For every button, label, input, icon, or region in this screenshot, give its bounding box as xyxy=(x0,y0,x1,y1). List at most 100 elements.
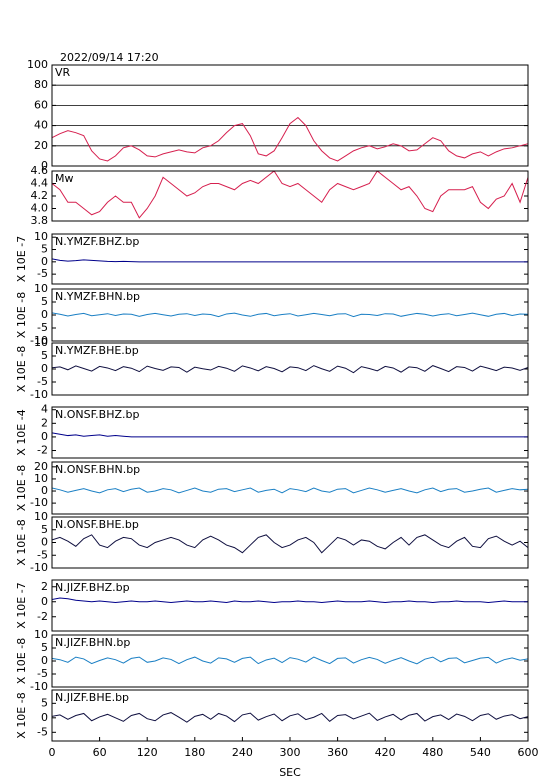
x-tick-label: 300 xyxy=(280,746,301,759)
panel-frame xyxy=(51,461,529,515)
x-tick-label: 240 xyxy=(232,746,253,759)
y-tick-label: 10 xyxy=(34,628,48,641)
y-tick-label: 10 xyxy=(34,510,48,523)
y-tick-label: -10 xyxy=(30,496,48,509)
panel-label: N.YMZF.BHE.bp xyxy=(55,344,139,357)
panel-frame xyxy=(51,406,529,459)
y-tick-label: -2 xyxy=(37,610,48,623)
y-tick-label: 5 xyxy=(41,349,48,362)
y-tick-label: 0 xyxy=(41,711,48,724)
y-tick-label: -5 xyxy=(37,548,48,561)
y-tick-label: 40 xyxy=(34,119,48,132)
panel-label: N.ONSF.BHZ.bp xyxy=(55,408,139,421)
trace xyxy=(52,116,528,162)
y-axis-label: X 10E -8 xyxy=(15,465,28,511)
y-tick-label: 0 xyxy=(41,654,48,667)
panel-frame xyxy=(51,634,529,688)
y-tick-label: 20 xyxy=(34,139,48,152)
y-tick-label: 2 xyxy=(41,580,48,593)
y-tick-label: 5 xyxy=(41,696,48,709)
panel-frame xyxy=(51,64,529,167)
y-tick-label: -5 xyxy=(37,667,48,680)
trace xyxy=(52,487,528,494)
y-tick-label: -10 xyxy=(30,334,48,347)
x-tick-label: 540 xyxy=(470,746,491,759)
x-tick-label: 420 xyxy=(375,746,396,759)
x-tick-label: 360 xyxy=(327,746,348,759)
panel-label: N.YMZF.BHZ.bp xyxy=(55,235,139,248)
x-tick-label: 180 xyxy=(184,746,205,759)
y-tick-label: 5 xyxy=(41,295,48,308)
y-tick-label: -10 xyxy=(30,561,48,574)
y-tick-label: 4.2 xyxy=(31,189,49,202)
y-tick-label: 80 xyxy=(34,78,48,91)
panel-label: Mw xyxy=(55,172,74,185)
y-tick-label: -5 xyxy=(37,725,48,738)
trace xyxy=(52,712,528,723)
y-axis-label: X 10E -7 xyxy=(15,582,28,628)
y-tick-label: 20 xyxy=(34,460,48,473)
panel-label: N.JIZF.BHN.bp xyxy=(55,636,130,649)
panel-frame xyxy=(51,288,529,342)
y-tick-label: -5 xyxy=(37,321,48,334)
y-tick-label: 3.8 xyxy=(31,214,49,227)
x-tick-label: 0 xyxy=(49,746,56,759)
y-tick-label: 2 xyxy=(41,416,48,429)
y-tick-label: 0 xyxy=(41,536,48,549)
chart-title: 2022/09/14 17:20 xyxy=(60,51,159,64)
y-tick-label: -10 xyxy=(30,680,48,693)
y-tick-label: 10 xyxy=(34,336,48,349)
y-tick-label: 5 xyxy=(41,641,48,654)
trace xyxy=(52,656,528,665)
y-tick-label: 4.0 xyxy=(31,202,49,215)
y-tick-label: 4.6 xyxy=(31,164,49,177)
trace xyxy=(52,312,528,318)
y-tick-label: -2 xyxy=(37,444,48,457)
panel-label: N.JIZF.BHE.bp xyxy=(55,691,129,704)
panel-frame xyxy=(51,516,529,569)
y-axis-label: X 10E -4 xyxy=(15,409,28,455)
y-tick-label: 10 xyxy=(34,230,48,243)
panel-label: N.JIZF.BHZ.bp xyxy=(55,581,130,594)
y-tick-label: -5 xyxy=(37,267,48,280)
y-axis-label: X 10E -8 xyxy=(15,692,28,738)
trace xyxy=(52,432,528,438)
x-tick-label: 60 xyxy=(93,746,107,759)
panel-label: VR xyxy=(55,66,71,79)
panel-label: N.ONSF.BHE.bp xyxy=(55,518,139,531)
y-tick-label: 10 xyxy=(34,472,48,485)
y-tick-label: 0 xyxy=(41,362,48,375)
y-tick-label: 0 xyxy=(41,255,48,268)
y-tick-label: 100 xyxy=(27,58,48,71)
x-tick-label: 480 xyxy=(422,746,443,759)
trace xyxy=(52,171,528,219)
y-tick-label: 5 xyxy=(41,523,48,536)
panel-frame xyxy=(51,233,529,285)
x-tick-label: 120 xyxy=(137,746,158,759)
y-tick-label: 4.4 xyxy=(31,177,49,190)
panel-frame xyxy=(51,579,529,632)
y-tick-label: 10 xyxy=(34,282,48,295)
y-tick-label: 0 xyxy=(41,430,48,443)
trace xyxy=(52,365,528,374)
y-tick-label: 4 xyxy=(41,403,48,416)
y-axis-label: X 10E -8 xyxy=(15,638,28,684)
trace xyxy=(52,597,528,604)
x-tick-label: 600 xyxy=(518,746,539,759)
y-tick-label: 0 xyxy=(41,159,48,172)
y-tick-label: 0 xyxy=(41,484,48,497)
trace xyxy=(52,258,528,263)
x-axis-label: SEC xyxy=(279,766,301,779)
y-axis-label: X 10E -8 xyxy=(15,519,28,565)
y-tick-label: 5 xyxy=(41,243,48,256)
y-tick-label: 60 xyxy=(34,98,48,111)
panel-label: N.ONSF.BHN.bp xyxy=(55,463,140,476)
y-tick-label: -10 xyxy=(30,388,48,401)
panel-label: N.YMZF.BHN.bp xyxy=(55,290,140,303)
y-axis-label: X 10E -8 xyxy=(15,346,28,392)
y-tick-label: 0 xyxy=(41,595,48,608)
y-axis-label: X 10E -7 xyxy=(15,236,28,282)
y-tick-label: -5 xyxy=(37,375,48,388)
y-tick-label: 0 xyxy=(41,308,48,321)
